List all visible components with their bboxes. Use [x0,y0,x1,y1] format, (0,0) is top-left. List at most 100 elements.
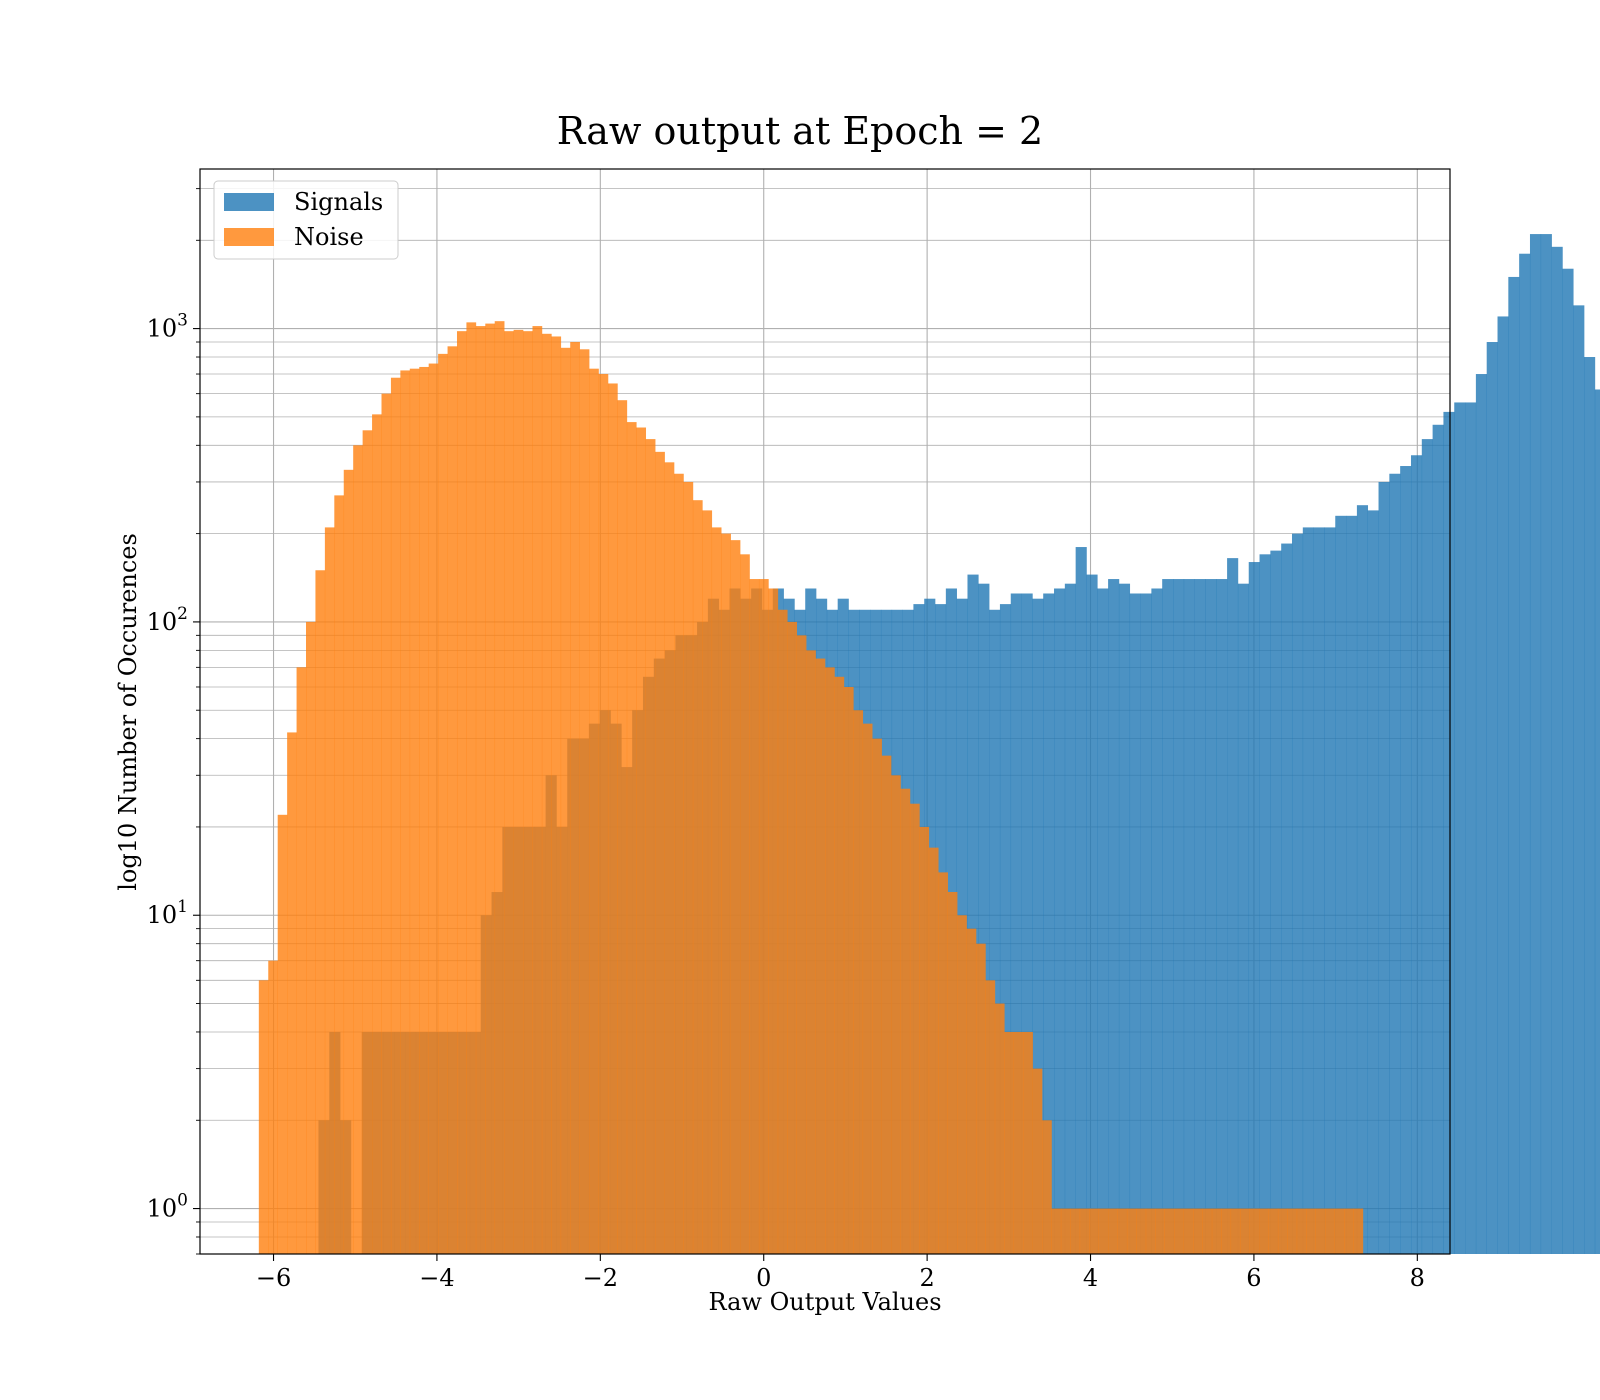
histogram-bar [1079,1208,1090,1254]
histogram-bar [494,321,505,1254]
histogram-bar [957,915,967,1254]
histogram-bars [258,234,1600,1255]
y-axis-ticks: 100 101 102 103 [147,188,200,1255]
histogram-bar [1054,588,1066,1254]
x-tick-label: 4 [1083,1264,1098,1292]
histogram-bar [1032,1068,1043,1254]
histogram-bar [1551,246,1563,1254]
histogram-bar [1313,527,1325,1254]
histogram-bar [994,1003,1005,1254]
histogram-bar [1291,533,1304,1254]
histogram-bar [1155,1208,1166,1254]
histogram-bar [881,755,892,1254]
legend: Signals Noise [213,180,399,260]
histogram-bar [928,847,939,1254]
histogram-bar [947,892,958,1254]
y-tick-label: 102 [147,604,188,636]
histogram-bar [1334,1208,1345,1254]
histogram-bar [258,980,269,1254]
histogram-bar [674,473,684,1254]
histogram-bar [1287,1208,1298,1254]
histogram-bar [1211,1208,1222,1254]
histogram-bar [1281,543,1293,1254]
histogram-bar [1389,473,1401,1254]
histogram-bar [381,393,392,1254]
histogram-bar [1136,1208,1147,1254]
histogram-bar [1410,455,1423,1254]
x-tick-label: 6 [1246,1264,1261,1292]
histogram-bar [740,554,750,1254]
histogram-bar [909,803,920,1254]
histogram-bar [315,570,326,1254]
histogram-bar [1325,1208,1335,1254]
histogram-bar [1421,439,1433,1255]
histogram-bar [1356,505,1369,1254]
histogram-bar [1097,588,1109,1254]
histogram-bar [1529,234,1542,1254]
x-tick-label: −4 [419,1264,454,1292]
histogram-bar [1259,554,1271,1254]
histogram-bar [1378,481,1390,1255]
histogram-bar [409,368,420,1254]
histogram-bar [683,481,694,1255]
histogram-bar [1508,276,1520,1254]
histogram-bar [1249,1208,1260,1254]
histogram-bar [1216,579,1228,1254]
histogram-bar [428,363,439,1254]
histogram-bar [1227,558,1239,1254]
histogram-bar [438,353,448,1254]
histogram-bar [1004,1031,1015,1254]
histogram-bar [1193,1208,1203,1254]
histogram-bar [967,574,979,1254]
histogram-bar [1051,1208,1062,1254]
histogram-bar [1306,1208,1316,1254]
histogram-bar [711,527,722,1254]
histogram-bar [1400,466,1412,1254]
x-axis-label: Raw Output Values [708,1288,941,1316]
histogram-bar [796,635,807,1254]
histogram-bar [1064,583,1076,1254]
histogram-bar [466,322,477,1254]
histogram-bar [975,943,986,1254]
histogram-bar [1497,316,1509,1254]
histogram-bar [560,347,571,1254]
y-tick-label: 101 [147,897,188,929]
histogram-bar [1032,598,1044,1254]
histogram-bar [919,826,930,1254]
histogram-bar [843,686,854,1254]
histogram-bar [1367,510,1379,1254]
histogram-bar [475,326,486,1254]
histogram-bar [343,469,354,1254]
histogram-bar [1237,583,1250,1254]
histogram-bar [353,445,363,1254]
histogram-bar [1183,1208,1194,1254]
histogram-bar [551,336,562,1255]
histogram-bar [1573,305,1585,1254]
chart-title: Raw output at Epoch = 2 [557,109,1043,153]
histogram-bar [607,383,618,1255]
x-tick-label: 2 [919,1264,934,1292]
histogram-bar [1353,1208,1364,1254]
histogram-bar [938,872,948,1254]
histogram-bar [758,579,769,1254]
histogram-bar [853,710,864,1254]
histogram-bar [1194,579,1206,1254]
histogram-bar [1042,1120,1052,1254]
histogram-bar [626,422,637,1255]
histogram-bar [1060,1208,1071,1254]
legend-label: Noise [294,223,364,251]
histogram-bar [1230,1208,1241,1254]
histogram-bar [1296,1208,1307,1254]
histogram-bar [541,333,552,1254]
histogram-bar [815,658,826,1254]
histogram-bar [1344,1208,1354,1254]
histogram-bar [513,329,524,1254]
histogram-bar [617,400,628,1254]
histogram-bar [296,667,307,1254]
x-tick-label: 0 [756,1264,771,1292]
histogram-bar [1454,402,1466,1254]
histogram-bar [645,439,656,1255]
histogram-bar [1023,1031,1033,1254]
histogram-bar [1346,515,1358,1254]
histogram-bar [1070,1208,1081,1254]
